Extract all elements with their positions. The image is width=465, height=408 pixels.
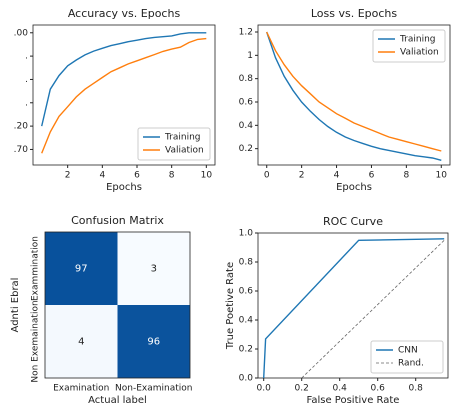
x-axis-label: Epochs	[106, 182, 142, 193]
y-tick-label: .	[25, 98, 28, 108]
y-tick-label: 0.4	[239, 121, 254, 131]
legend-box	[372, 29, 446, 63]
x-tick-label: 2	[65, 171, 71, 181]
chart-title: Accuracy vs. Epochs	[68, 7, 181, 20]
x-tick-label: 6	[134, 171, 140, 181]
y-tick-label: .00	[14, 28, 29, 38]
chart-title: ROC Curve	[323, 215, 383, 228]
x-tick-label: 0.0	[257, 384, 272, 394]
series-line	[263, 238, 445, 379]
y-tick-label: 0.8	[239, 258, 254, 268]
legend-label: Valiation	[165, 146, 204, 156]
y-tick-label: Exammination	[31, 236, 41, 301]
y-tick-label: 0.4	[239, 316, 254, 326]
heatmap-cell	[117, 232, 190, 305]
plot-frame	[32, 24, 216, 166]
y-tick-label: 1.2	[239, 28, 253, 38]
series-line	[301, 240, 445, 379]
legend-box	[137, 127, 211, 161]
x-tick-label: 8	[169, 171, 175, 181]
series-line	[41, 32, 207, 127]
legend-label: CNN	[398, 346, 418, 356]
x-tick-label: 4	[99, 171, 105, 181]
x-tick-label: 0.2	[295, 384, 309, 394]
legend-box	[370, 340, 444, 374]
y-tick-label: Non Exemaination	[31, 300, 41, 382]
heatmap-cell	[45, 305, 118, 378]
chart-title: Loss vs. Epochs	[311, 7, 398, 20]
legend-label: Valiation	[400, 48, 439, 58]
y-tick-label: 0.2	[239, 144, 253, 154]
x-tick-label: 8	[403, 171, 409, 181]
x-tick-label: 4	[334, 171, 340, 181]
y-tick-label: .	[25, 52, 28, 62]
y-tick-label: .	[25, 75, 28, 85]
legend-label: Training	[164, 133, 201, 143]
plot-frame	[44, 231, 191, 379]
heatmap-cell	[45, 232, 118, 305]
heatmap-cell	[117, 305, 190, 378]
y-tick-label: 0.2	[239, 345, 253, 355]
cell-label: 3	[151, 264, 157, 275]
y-axis-label: Adnti Ebral	[10, 278, 21, 333]
cell-label: 97	[75, 264, 88, 275]
y-tick-label: 0.6	[239, 98, 254, 108]
x-tick-label: 6	[369, 171, 375, 181]
y-tick-label: 0.0	[239, 374, 254, 384]
y-tick-label: 1.0	[239, 229, 254, 239]
series-line	[266, 31, 442, 152]
x-axis-label: False Positive Rate	[307, 395, 400, 406]
plot-frame	[257, 232, 449, 379]
y-tick-label: .20	[14, 122, 29, 132]
series-line	[266, 31, 442, 161]
x-axis-label: Epochs	[336, 182, 372, 193]
x-tick-label: 0	[264, 171, 270, 181]
x-axis-label: Actual label	[88, 395, 147, 406]
x-tick-label: Non-Examination	[115, 384, 192, 394]
y-tick-label: .70	[14, 145, 29, 155]
cell-label: 96	[147, 337, 160, 348]
legend-label: Rand.	[398, 359, 424, 369]
chart-title: Confusion Matrix	[71, 214, 164, 227]
x-tick-label: 0.6	[371, 384, 386, 394]
x-tick-label: 2	[299, 171, 305, 181]
y-tick-label: 1	[247, 51, 253, 61]
y-tick-label: 0.6	[239, 287, 254, 297]
legend-label: Training	[399, 35, 436, 45]
plot-frame	[257, 24, 451, 166]
y-tick-label: 0.8	[239, 74, 254, 84]
x-tick-label: 0.4	[333, 384, 348, 394]
y-axis-label: True Poetive Rate	[225, 262, 236, 350]
x-tick-label: Examination	[53, 384, 109, 394]
x-tick-label: 0.8	[409, 384, 424, 394]
x-tick-label: 10	[201, 171, 213, 181]
series-line	[41, 37, 207, 154]
x-tick-label: 10	[436, 171, 448, 181]
cell-label: 4	[78, 337, 84, 348]
